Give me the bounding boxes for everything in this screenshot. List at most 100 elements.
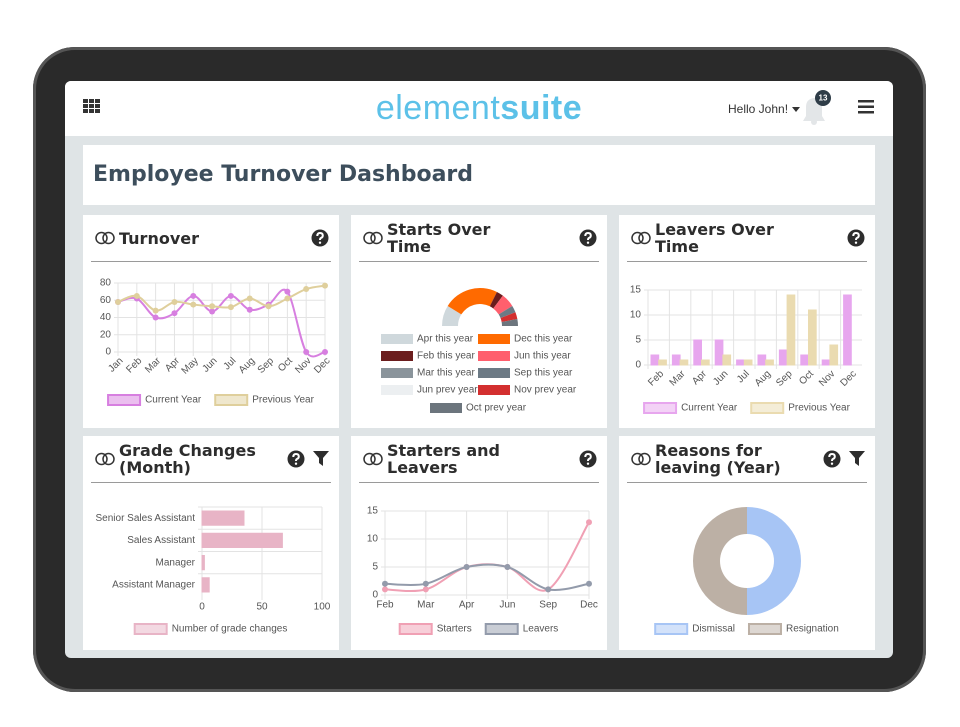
point <box>190 301 197 308</box>
legend-swatch <box>107 394 142 406</box>
filter-icon[interactable] <box>849 451 865 467</box>
chart-card: Grade Changes (Month) 0 50 100 Senior Sales… <box>83 436 339 650</box>
x-tick-label: Dec <box>312 356 332 376</box>
toggle-icon[interactable] <box>631 231 653 245</box>
x-tick-label: Dec <box>580 600 598 611</box>
toggle-icon[interactable] <box>95 452 117 466</box>
logo-text: element <box>375 89 501 127</box>
bar <box>829 344 839 366</box>
gauge-segment <box>501 319 518 326</box>
help-icon[interactable] <box>579 450 597 468</box>
y-tick-label: 20 <box>100 329 112 340</box>
legend-swatch <box>214 394 249 406</box>
point <box>284 288 291 295</box>
chart: 0 5 10 15 Feb Mar Apr Jun Jul Aug Sep Oct Nov Dec Curr… <box>630 285 862 414</box>
menu-icon[interactable] <box>858 100 874 114</box>
gauge-segment <box>442 305 462 326</box>
filter-icon[interactable] <box>313 451 329 467</box>
legend-label: Dismissal <box>692 624 735 635</box>
x-tick-label: Apr <box>163 355 182 374</box>
legend-label: Nov prev year <box>514 385 577 396</box>
legend-swatch <box>654 623 689 635</box>
chart: Dismissal Resignation <box>654 507 839 635</box>
notifications[interactable]: 13 <box>797 89 837 125</box>
chart-card: Reasons for leaving (Year) Dismissal Resi… <box>619 436 875 650</box>
legend-swatch <box>484 623 519 635</box>
point <box>171 298 178 305</box>
line-series <box>384 563 590 592</box>
bar <box>701 359 710 366</box>
legend-swatch <box>478 334 510 344</box>
help-icon[interactable] <box>579 229 597 247</box>
y-tick-label: 80 <box>100 278 112 289</box>
bar <box>843 294 852 366</box>
point <box>246 295 253 302</box>
x-tick-label: Jun <box>711 369 730 388</box>
y-tick-label: Manager <box>156 557 196 568</box>
bar <box>765 359 774 366</box>
y-tick-label: Assistant Manager <box>112 580 195 591</box>
toggle-icon[interactable] <box>363 231 385 245</box>
notification-count: 13 <box>819 94 828 103</box>
legend-swatch <box>133 623 168 635</box>
point <box>322 349 328 355</box>
gauge-segment <box>447 288 497 315</box>
point <box>152 314 159 321</box>
y-tick-label: 60 <box>100 295 112 306</box>
bar <box>714 339 724 366</box>
gauge-segment <box>489 291 503 309</box>
x-tick-label: Jan <box>106 356 125 375</box>
card-title: Grade Changes (Month) <box>119 441 256 477</box>
legend-label: Feb this year <box>417 351 475 362</box>
legend-label: Number of grade changes <box>172 624 288 635</box>
legend-swatch <box>381 351 413 361</box>
legend-label: Current Year <box>145 395 202 406</box>
point <box>152 307 159 314</box>
user-menu[interactable]: Hello John! <box>728 102 801 116</box>
help-icon[interactable] <box>847 229 865 247</box>
point <box>115 298 121 305</box>
legend-label: Jun this year <box>514 351 571 362</box>
toggle-icon[interactable] <box>95 231 117 245</box>
y-tick-label: 5 <box>635 335 641 346</box>
apps-icon[interactable] <box>83 99 101 113</box>
help-icon[interactable] <box>287 450 305 468</box>
toggle-icon[interactable] <box>363 452 385 466</box>
legend-label: Previous Year <box>788 403 850 414</box>
line-series <box>117 288 326 358</box>
point <box>133 292 140 299</box>
point <box>422 580 429 587</box>
y-tick-label: 10 <box>367 534 379 545</box>
x-tick-label: Apr <box>690 368 709 387</box>
help-icon[interactable] <box>311 229 329 247</box>
legend-label: Dec this year <box>514 334 573 345</box>
y-tick-label: 5 <box>372 562 378 573</box>
y-tick-label: 15 <box>630 285 642 296</box>
bar <box>736 359 745 366</box>
toggle-icon[interactable] <box>631 452 653 466</box>
bar <box>786 294 796 366</box>
point <box>190 292 197 299</box>
x-tick-label: May <box>180 356 201 377</box>
legend-label: Starters <box>437 624 472 635</box>
legend-label: Apr this year <box>417 334 474 345</box>
x-tick-label: Sep <box>774 368 795 389</box>
chart-card: Starters and Leavers Feb Mar Apr Jun Sep Dec 0… <box>351 436 607 650</box>
legend: Current Year Previous Year <box>643 402 851 414</box>
y-tick-label: 40 <box>100 312 112 323</box>
gauge-segment <box>498 305 516 319</box>
point <box>545 586 552 593</box>
point <box>265 303 272 310</box>
x-tick-label: Apr <box>459 600 475 611</box>
bar <box>821 359 831 366</box>
legend-swatch <box>398 623 433 635</box>
y-tick-label: 10 <box>630 310 642 321</box>
help-icon[interactable] <box>823 450 841 468</box>
gauge-segment <box>493 295 513 315</box>
point <box>284 295 291 302</box>
legend-label: Sep this year <box>514 368 573 379</box>
x-tick-label: Sep <box>256 355 277 376</box>
screen: elementsuite Hello John! 13 Employee Tur… <box>65 81 893 658</box>
bar <box>201 510 245 526</box>
x-tick-label: 0 <box>199 602 205 613</box>
